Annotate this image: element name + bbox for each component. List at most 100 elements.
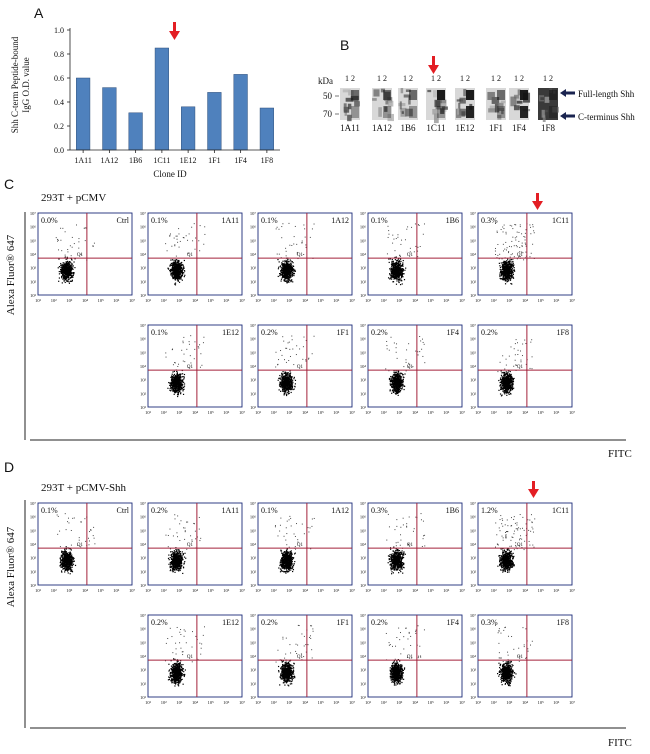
flow-event (508, 270, 510, 272)
flow-event (397, 373, 399, 376)
flow-event (284, 389, 286, 391)
flow-event-sparse (505, 249, 507, 251)
flow-event (279, 381, 281, 383)
flow-event (281, 390, 284, 392)
flow-event-sparse (524, 232, 526, 234)
flow-event (288, 381, 290, 383)
flow-event (399, 375, 401, 377)
flow-event (399, 260, 401, 262)
flow-event (393, 391, 395, 393)
flow-event (506, 270, 508, 272)
flow-event (66, 280, 68, 282)
flow-event (290, 269, 292, 271)
flow-event-sparse (183, 237, 185, 239)
flow-event (181, 264, 183, 266)
flow-xtick: 10¹ (365, 410, 372, 415)
flow-event (393, 387, 395, 389)
blot-smudge (384, 106, 388, 112)
flow-event (179, 266, 181, 269)
flow-event (401, 374, 404, 376)
flow-event (72, 268, 74, 270)
flow-event-sparse (422, 233, 424, 235)
flow-event (400, 279, 402, 281)
flow-ytick: 10³ (140, 266, 147, 271)
flow-event (64, 267, 66, 269)
blot-smudge (434, 99, 442, 108)
flow-event (178, 378, 180, 380)
flow-event (175, 273, 177, 276)
flow-event (505, 279, 507, 281)
flow-event (291, 273, 293, 275)
blot-clone-label-1E12: 1E12 (456, 123, 475, 133)
flow-event (175, 270, 177, 272)
flow-event-sparse (388, 233, 390, 235)
flow-event (394, 263, 396, 265)
flow-event (174, 388, 176, 390)
flow-event-sparse (83, 227, 85, 229)
flow-event (291, 275, 293, 277)
flow-event-sparse (409, 247, 411, 249)
flow-event-sparse (281, 354, 283, 356)
flow-event (392, 374, 394, 376)
flow-event-sparse (519, 251, 521, 253)
flow-event (398, 277, 400, 279)
flow-event (285, 280, 287, 282)
flow-event (398, 384, 401, 387)
flow-event (284, 372, 286, 374)
flow-event (282, 274, 284, 276)
flow-event (62, 264, 65, 266)
flow-event (62, 272, 64, 274)
blot-band-c-terminus (549, 106, 557, 118)
flow-event-sparse (203, 336, 205, 338)
flow-event (171, 264, 173, 266)
flow-event (282, 274, 284, 277)
flow-event (396, 380, 398, 382)
flow-event (173, 379, 175, 381)
flow-event-sparse (387, 225, 389, 227)
flow-event (177, 393, 179, 395)
flow-event (290, 388, 292, 391)
flow-event-sparse (60, 227, 62, 229)
flow-event (179, 383, 181, 386)
flow-event (176, 379, 178, 382)
flow-event (291, 260, 293, 263)
flow-event (173, 374, 175, 376)
flow-event (393, 376, 395, 379)
flow-event (502, 278, 504, 280)
flow-event (70, 276, 72, 279)
flow-event (290, 384, 292, 386)
flow-ytick: 10⁶ (30, 225, 37, 230)
flow-event (63, 269, 65, 271)
flow-event (399, 268, 401, 271)
flow-event (391, 392, 393, 394)
flow-event (172, 379, 174, 381)
flow-event-sparse (303, 253, 305, 255)
flow-event (504, 276, 506, 278)
blot-smudge (487, 91, 495, 100)
flow-ytick: 10⁵ (140, 238, 147, 243)
flow-event (290, 382, 292, 384)
blot-band-full-length (466, 90, 474, 100)
flow-xtick: 10⁷ (349, 410, 356, 415)
flow-event-sparse (204, 233, 206, 235)
flow-event (504, 263, 506, 265)
flow-event (282, 380, 284, 383)
flow-event (175, 391, 177, 393)
flow-event (398, 269, 400, 271)
flow-event (288, 270, 290, 273)
flow-event (290, 382, 293, 385)
flow-event (294, 383, 296, 385)
flow-event-sparse (57, 240, 59, 242)
flow-event (287, 379, 289, 382)
flow-event (63, 272, 65, 274)
flow-event (67, 264, 69, 266)
flow-event (290, 375, 292, 378)
flow-event (172, 276, 174, 278)
flow-event (399, 382, 401, 384)
blot-smudge (400, 88, 404, 94)
flow-event (394, 262, 396, 264)
flow-event (286, 261, 288, 263)
flow-event (397, 270, 399, 272)
flow-event (287, 384, 289, 387)
